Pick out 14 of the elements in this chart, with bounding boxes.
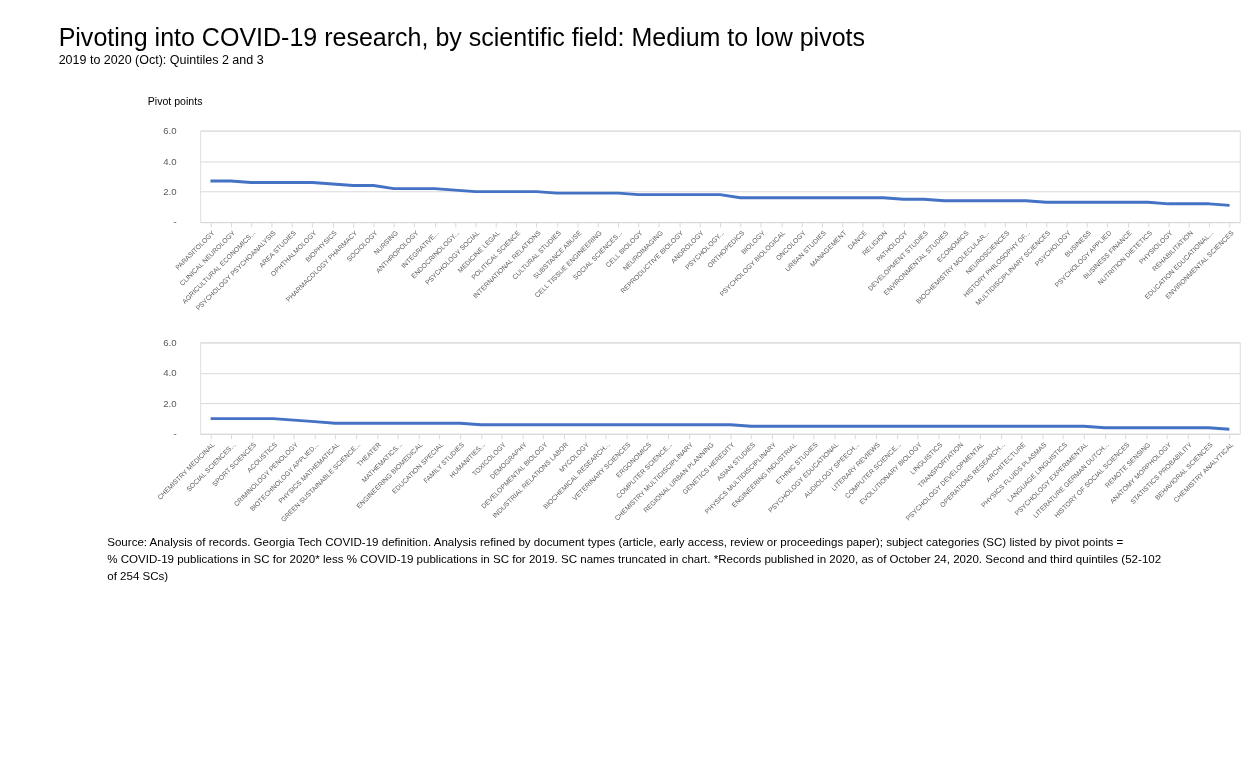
- line-series: [208, 179, 1232, 207]
- y-tick-label: 6.0: [163, 336, 177, 348]
- line-series: [209, 417, 1231, 431]
- y-tick-label: -: [173, 428, 177, 440]
- y-tick-label: -: [173, 216, 177, 228]
- y-tick-label: 6.0: [163, 125, 177, 137]
- y-tick-label: 2.0: [163, 185, 177, 197]
- y-tick-label: 4.0: [163, 367, 177, 379]
- chart-title: Pivoting into COVID-19 research, by scientific field: Medium to low pivots: [58, 23, 866, 52]
- source-note: Source: Analysis of records. Georgia Tech COVID-19 definition. Analysis refined by document types (article, early access, review or proceedings paper); subject categories (SC) listed by pivot points = % COVID-19 publications in SC for 2020* less % COVID-19 publications in SC for 2019. SC names truncated in chart. *Records published in 2020, as of October 24, 2020. Second and third quintiles (52-102 of 254 SCs): [107, 535, 1162, 583]
- y-tick-label: 4.0: [163, 155, 177, 167]
- chart-subtitle: 2019 to 2020 (Oct): Quintiles 2 and 3: [58, 52, 264, 67]
- y-axis-title: Pivot points: [147, 95, 203, 108]
- y-tick-label: 2.0: [163, 397, 177, 409]
